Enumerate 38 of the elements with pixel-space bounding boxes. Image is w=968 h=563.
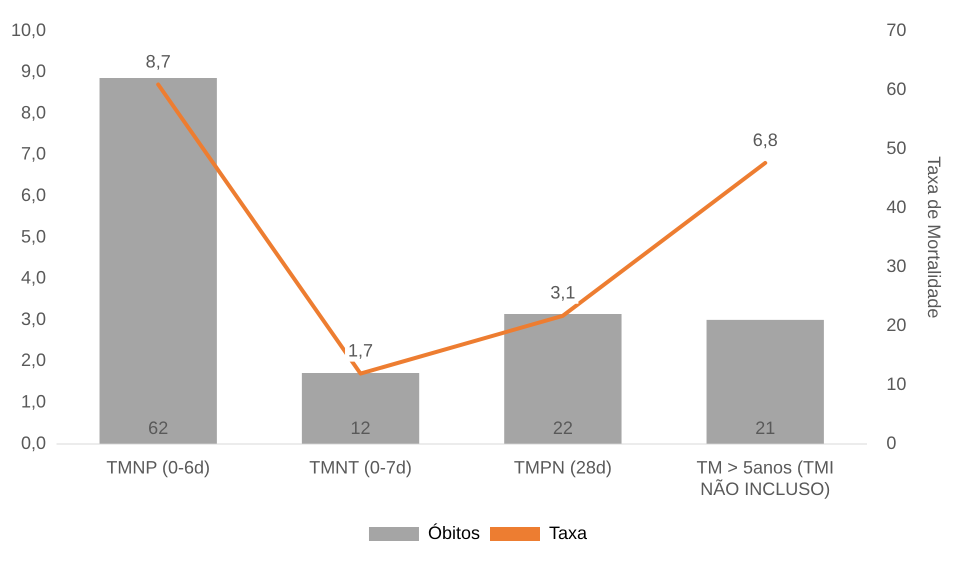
y-tick-label: 0,0 — [21, 432, 46, 453]
y-tick-label: 2,0 — [21, 350, 46, 370]
y-tick-label: 8,0 — [21, 102, 46, 122]
x-tick-label: TMNP (0-6d) — [106, 458, 210, 478]
data-label: 21 — [755, 418, 776, 438]
data-label: 8,7 — [146, 51, 171, 72]
data-label: 12 — [350, 418, 371, 438]
y2-tick-label: 20 — [886, 314, 906, 335]
bar — [504, 314, 622, 444]
y-tick-label: 3,0 — [21, 308, 46, 329]
bar — [706, 320, 824, 444]
y2-axis-title: Taxa de Mortalidade — [924, 156, 944, 318]
y-tick-label: 7,0 — [21, 144, 46, 164]
y2-tick-label: 70 — [886, 20, 906, 40]
x-tick-label: TM > 5anos (TMI NÃO INCLUSO) — [696, 458, 834, 500]
data-label: 3,1 — [550, 282, 576, 303]
y2-tick-label: 30 — [886, 256, 906, 276]
y-tick-label: 4,0 — [21, 268, 46, 288]
legend-label: Óbitos — [428, 522, 480, 543]
x-tick-label: TMPN (28d) — [514, 458, 612, 478]
bar — [302, 373, 420, 444]
y-tick-label: 10,0 — [10, 20, 46, 40]
data-label: 1,7 — [348, 340, 374, 361]
data-label: 62 — [148, 418, 168, 438]
x-tick-label: TMNT (0-7d) — [309, 458, 412, 478]
data-label: 6,8 — [752, 130, 778, 150]
y2-tick-label: 0 — [886, 432, 896, 453]
y-tick-label: 5,0 — [21, 226, 46, 246]
y-tick-label: 1,0 — [21, 391, 46, 412]
bar — [100, 78, 217, 444]
data-label: 22 — [552, 418, 573, 438]
y2-tick-label: 50 — [886, 138, 906, 158]
y2-tick-label: 60 — [886, 78, 906, 99]
legend-label: Taxa — [549, 522, 588, 543]
y-tick-label: 6,0 — [21, 184, 46, 205]
y-tick-label: 9,0 — [21, 61, 46, 82]
y2-tick-label: 40 — [886, 196, 906, 217]
y2-tick-label: 10 — [886, 374, 906, 394]
